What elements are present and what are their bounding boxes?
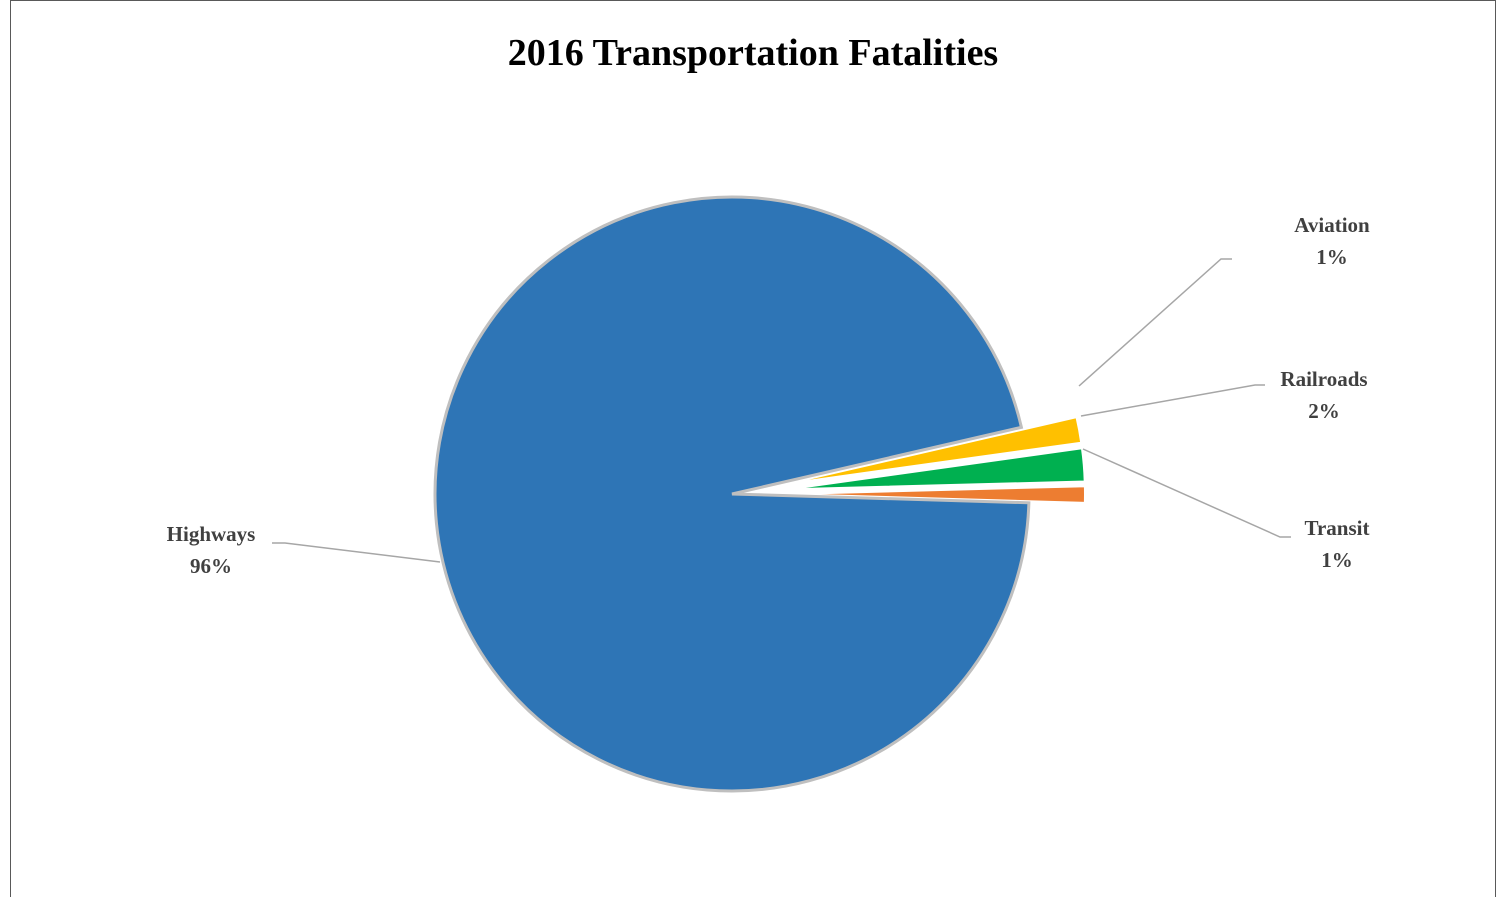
leader-line-transit (1082, 448, 1291, 538)
leader-line-highways (272, 542, 441, 563)
pie-slice-transit (787, 485, 1087, 504)
data-labels: Transit 1% Railroads 2% Aviation 1% Highways 96… (167, 213, 1370, 578)
data-label-name-railroads: Railroads (1280, 367, 1367, 391)
data-label-value-aviation: 1% (1316, 245, 1348, 269)
pie-slices (433, 195, 1087, 793)
data-label-value-highways: 96% (190, 554, 232, 578)
data-label-value-railroads: 2% (1308, 399, 1340, 423)
pie-slice-railroads (787, 447, 1086, 491)
data-label-name-transit: Transit (1305, 516, 1370, 540)
pie-slice-aviation (786, 415, 1083, 485)
pie-slice-highways (433, 195, 1031, 793)
data-label-value-transit: 1% (1321, 548, 1353, 572)
data-label-name-highways: Highways (167, 522, 256, 546)
leader-line-railroads (1080, 384, 1265, 417)
chart-title: 2016 Transportation Fatalities (507, 32, 999, 74)
leader-lines (272, 258, 1291, 563)
leader-line-aviation (1078, 258, 1232, 387)
data-label-name-aviation: Aviation (1294, 213, 1370, 237)
